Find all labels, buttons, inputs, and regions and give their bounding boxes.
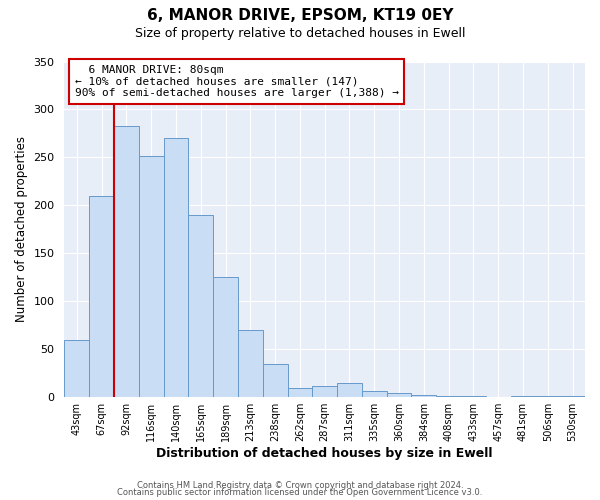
Text: 6 MANOR DRIVE: 80sqm
← 10% of detached houses are smaller (147)
90% of semi-deta: 6 MANOR DRIVE: 80sqm ← 10% of detached h… — [75, 65, 399, 98]
Bar — [535, 396, 560, 397]
Text: Size of property relative to detached houses in Ewell: Size of property relative to detached ho… — [135, 28, 465, 40]
Bar — [337, 383, 362, 397]
Bar — [386, 394, 412, 397]
Bar — [238, 330, 263, 397]
Bar — [213, 278, 238, 397]
Bar — [560, 396, 585, 397]
Bar — [89, 196, 114, 397]
Bar — [64, 340, 89, 397]
Bar — [114, 126, 139, 397]
Bar — [461, 396, 486, 397]
Bar — [313, 386, 337, 397]
Text: Contains public sector information licensed under the Open Government Licence v3: Contains public sector information licen… — [118, 488, 482, 497]
Bar — [139, 156, 164, 397]
Bar — [287, 388, 313, 397]
Bar — [263, 364, 287, 397]
Text: 6, MANOR DRIVE, EPSOM, KT19 0EY: 6, MANOR DRIVE, EPSOM, KT19 0EY — [147, 8, 453, 23]
Bar — [188, 215, 213, 397]
Bar — [412, 396, 436, 397]
Bar — [362, 392, 386, 397]
Text: Contains HM Land Registry data © Crown copyright and database right 2024.: Contains HM Land Registry data © Crown c… — [137, 480, 463, 490]
Y-axis label: Number of detached properties: Number of detached properties — [15, 136, 28, 322]
Bar — [436, 396, 461, 397]
Bar — [164, 138, 188, 397]
Bar — [511, 396, 535, 397]
X-axis label: Distribution of detached houses by size in Ewell: Distribution of detached houses by size … — [157, 447, 493, 460]
